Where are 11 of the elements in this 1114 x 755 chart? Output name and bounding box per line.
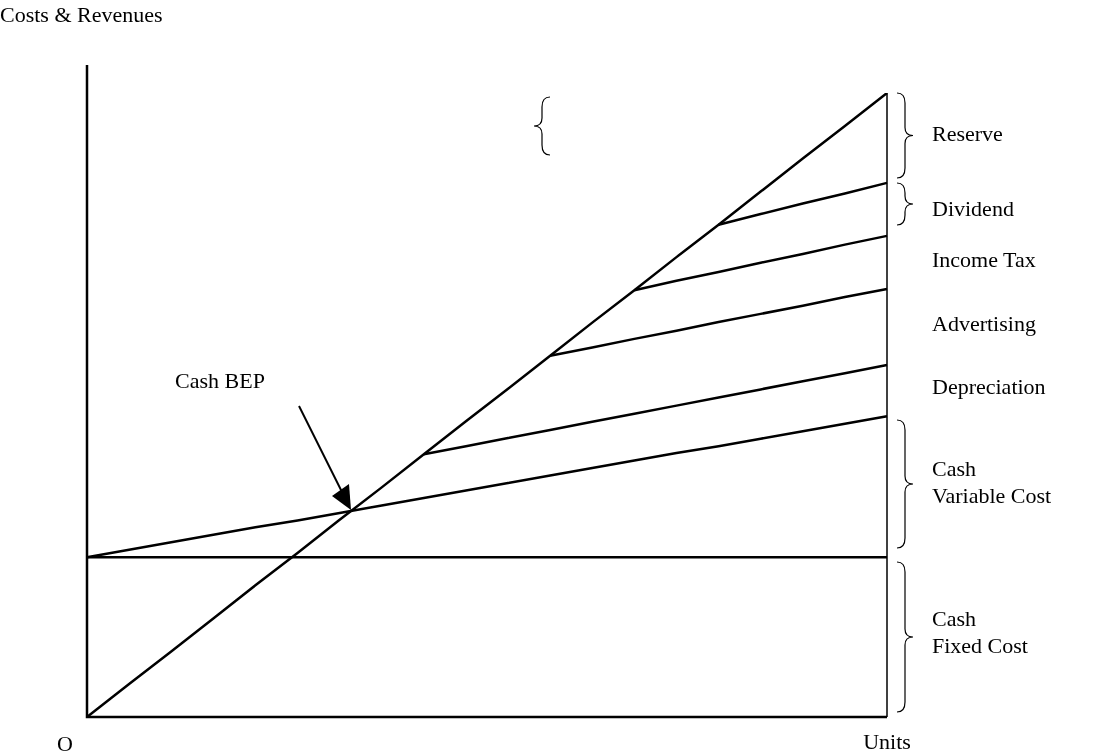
- text: Depreciation: [932, 373, 1046, 399]
- text: O: [57, 730, 73, 755]
- y-axis-title: Costs & Revenues: [0, 2, 163, 27]
- text: Cash Variable Cost: [932, 456, 1052, 509]
- text: Dividend: [932, 195, 1014, 221]
- text: Reserve: [932, 120, 1003, 146]
- annotation: Cash BEP: [175, 367, 265, 393]
- text: Income Tax: [932, 246, 1036, 272]
- text: Advertising: [932, 310, 1036, 336]
- text: Cash Fixed Cost: [932, 606, 1028, 659]
- x-axis-title: Units: [863, 729, 911, 754]
